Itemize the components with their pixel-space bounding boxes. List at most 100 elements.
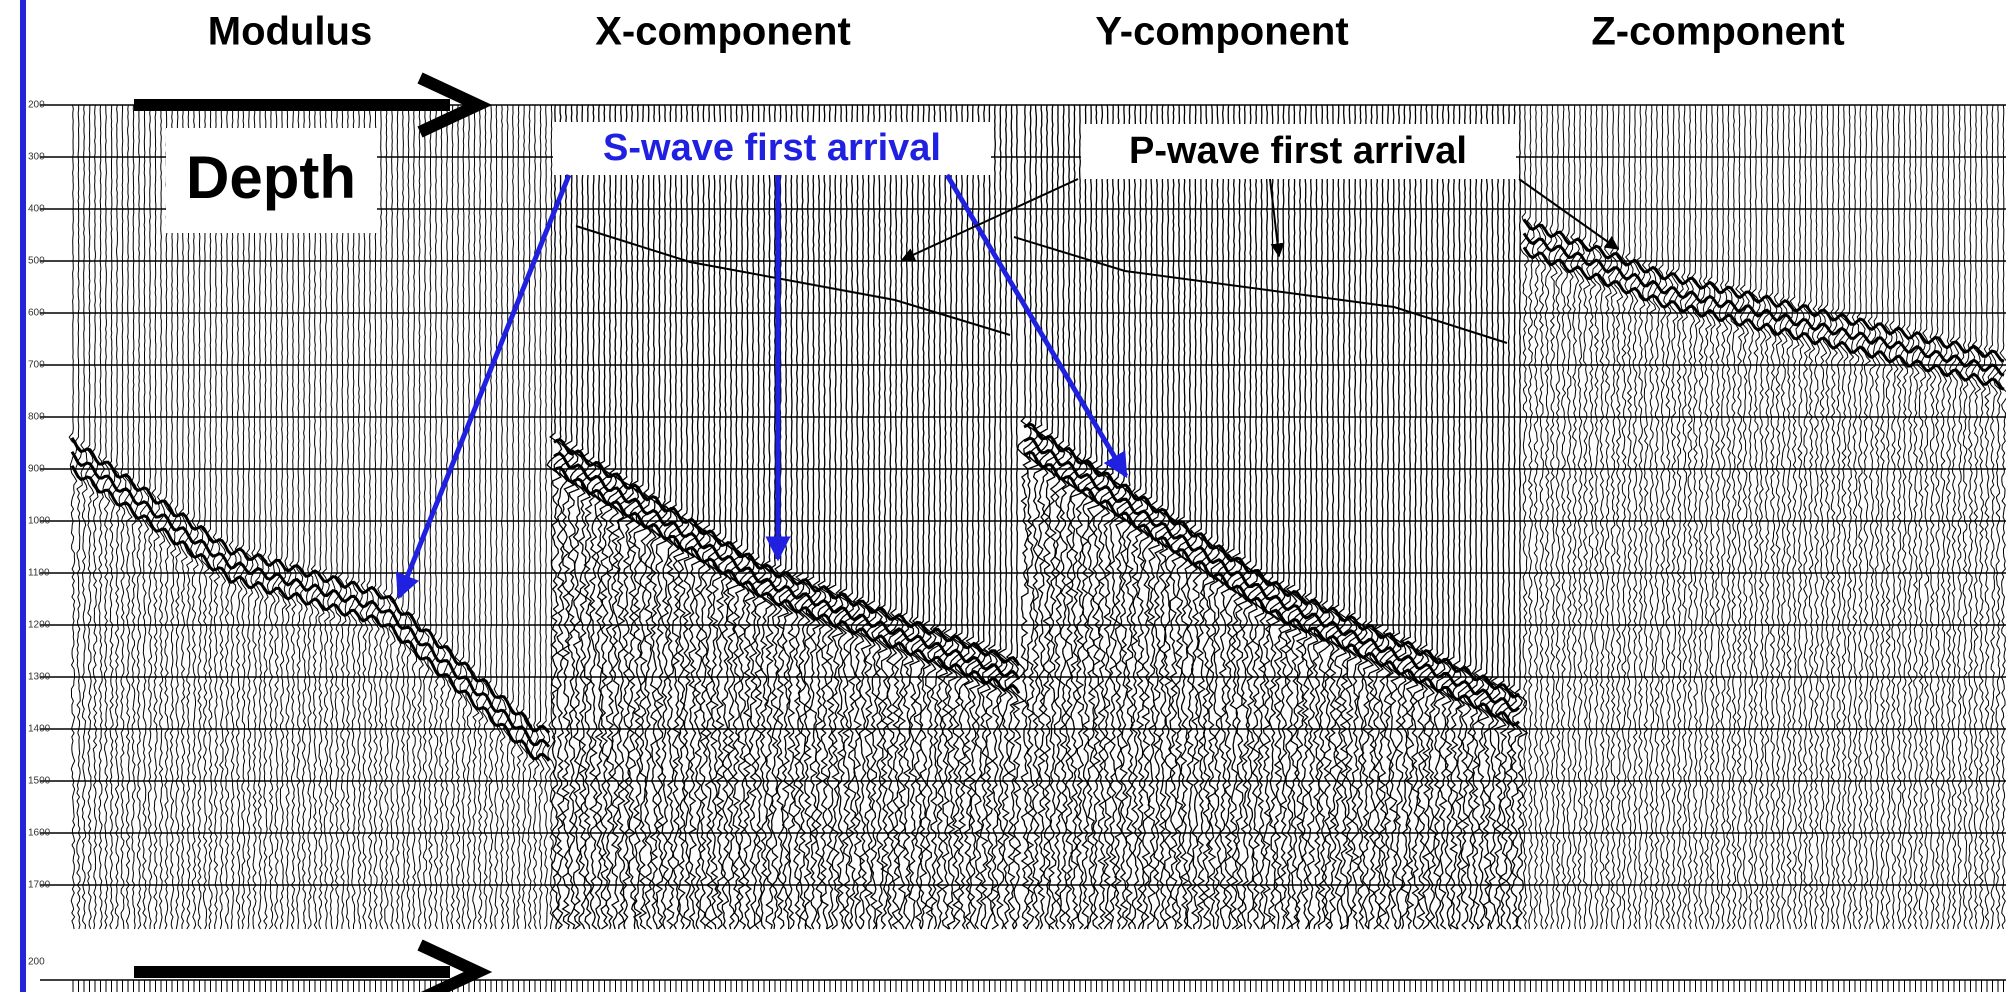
trace [1581, 104, 1591, 930]
trace [993, 104, 1008, 930]
arrival-band [1522, 246, 2005, 391]
trace [1484, 104, 1501, 930]
trace [459, 104, 468, 930]
trace [1088, 104, 1106, 930]
p-pick-line [1013, 236, 1508, 344]
trace [1457, 104, 1474, 930]
trace [1647, 104, 1657, 930]
trace [1231, 104, 1249, 930]
trace [1073, 104, 1088, 930]
trace [1811, 104, 1822, 930]
trace [1911, 104, 1920, 930]
trace [1927, 104, 1937, 930]
trace [1856, 104, 1866, 930]
trace [1369, 104, 1385, 930]
trace [1313, 104, 1331, 930]
trace [1226, 104, 1243, 930]
trace [1895, 104, 1904, 930]
trace [1352, 104, 1369, 930]
trace [382, 104, 391, 930]
trace [728, 104, 746, 930]
arrival-band [1522, 232, 2005, 377]
trace [707, 104, 722, 930]
trace [882, 104, 899, 930]
trace [409, 104, 419, 930]
trace [1385, 104, 1402, 930]
trace [74, 104, 83, 930]
trace [1916, 104, 1927, 930]
trace [1899, 104, 1910, 930]
trace [1401, 104, 1419, 930]
trace [953, 104, 971, 930]
trace [927, 104, 943, 930]
trace [751, 104, 767, 930]
trace [1992, 104, 2004, 930]
trace [1525, 104, 1535, 930]
trace [255, 104, 264, 930]
trace [1872, 104, 1881, 930]
trace [348, 104, 359, 929]
trace [90, 104, 99, 930]
trace [1292, 104, 1309, 930]
trace [1364, 104, 1381, 930]
trace [569, 104, 586, 930]
depth-tick-label: 600 [28, 308, 45, 319]
trace [965, 104, 982, 930]
trace [1548, 104, 1558, 930]
trace [250, 104, 260, 930]
trace [1126, 104, 1144, 930]
trace [1702, 104, 1712, 930]
trace [448, 104, 458, 929]
trace [1822, 104, 1832, 930]
depth-tick-label: 200 [28, 957, 45, 968]
trace [1674, 104, 1684, 930]
trace [1828, 104, 1838, 930]
trace [1490, 104, 1507, 930]
trace [1473, 104, 1490, 930]
trace [1844, 104, 1855, 930]
trace [415, 104, 425, 930]
trace [1004, 104, 1020, 930]
trace [365, 104, 374, 930]
trace [1423, 105, 1439, 930]
trace [574, 104, 592, 930]
s-wave-pointer [395, 174, 572, 600]
trace [905, 104, 921, 930]
trace [1965, 104, 1976, 930]
trace [745, 104, 760, 930]
trace [376, 104, 385, 930]
trace [1801, 104, 1811, 930]
trace [443, 104, 452, 930]
label-box [1081, 124, 1516, 179]
trace [371, 104, 380, 930]
trace [1570, 104, 1580, 930]
trace [1446, 104, 1463, 930]
trace [778, 104, 795, 930]
trace [942, 104, 960, 930]
trace [261, 104, 270, 930]
arrival-band [553, 465, 1021, 695]
trace [1679, 104, 1690, 930]
trace [1739, 104, 1750, 930]
trace [1181, 104, 1198, 930]
trace [833, 104, 850, 930]
trace [1044, 104, 1061, 930]
trace [1341, 104, 1358, 930]
trace [1789, 104, 1800, 930]
trace [1807, 104, 1816, 930]
trace [1696, 104, 1706, 930]
trace [826, 104, 844, 930]
trace [1374, 104, 1392, 930]
trace [1435, 104, 1452, 930]
arrival-band [70, 437, 551, 734]
trace [1888, 104, 1899, 930]
trace [453, 104, 463, 930]
trace [1149, 104, 1166, 930]
trace [1170, 104, 1188, 930]
trace [724, 104, 740, 930]
depth-tick-label: 1700 [28, 880, 51, 891]
trace [586, 104, 602, 930]
trace [1512, 104, 1529, 930]
trace [1795, 104, 1805, 930]
trace [1391, 104, 1407, 930]
